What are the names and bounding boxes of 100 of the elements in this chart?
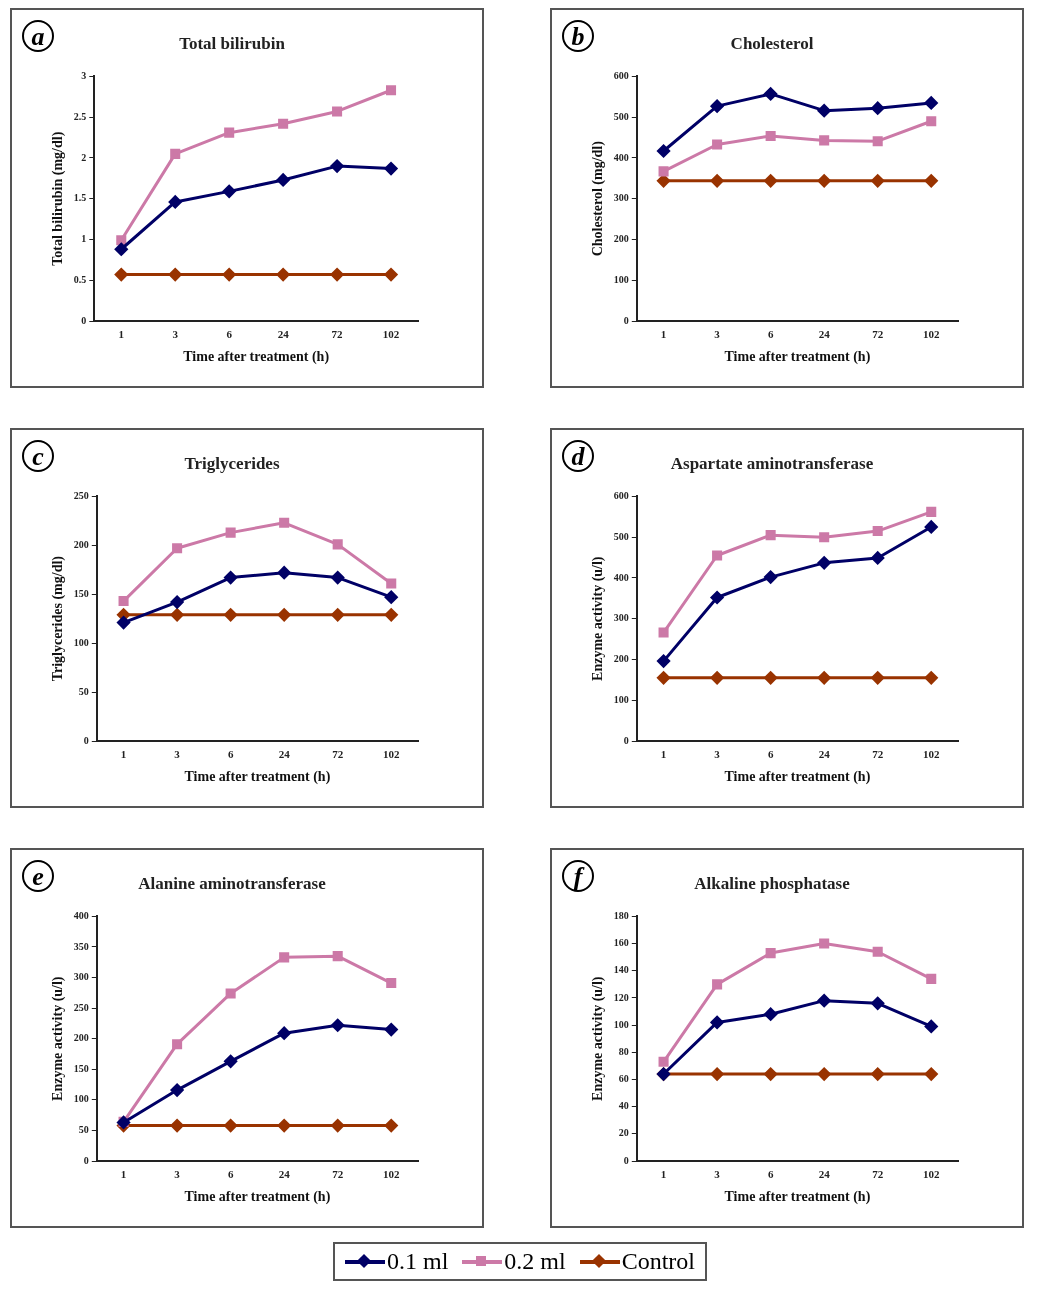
x-tick-label: 3 [172, 328, 179, 341]
x-tick-label: 24 [278, 748, 291, 761]
text: d [562, 440, 594, 472]
x-tick-label: 3 [714, 1168, 721, 1181]
x-tick-label: 1 [120, 748, 127, 761]
x-axis-title: Time after treatment (h) [724, 349, 871, 366]
y-axis-title: Cholesterol (mg/dl) [590, 140, 607, 257]
y-tick-label: 500 [613, 110, 629, 122]
y-tick-label: 200 [73, 538, 89, 550]
legend-label: 0.1 ml [386, 1248, 449, 1275]
y-tick-label: 600 [613, 69, 629, 81]
x-tick-label: 3 [174, 748, 181, 761]
y-tick-label: 300 [73, 971, 89, 983]
y-tick-label: 100 [73, 1093, 89, 1105]
x-tick-label: 72 [872, 1168, 884, 1181]
x-tick-label: 24 [818, 328, 831, 341]
y-axis-title: Enzyme activity (u/l) [50, 976, 67, 1101]
x-tick-label: 102 [382, 328, 400, 341]
x-axis-title: Time after treatment (h) [724, 769, 871, 786]
x-tick-label: 72 [332, 1168, 344, 1181]
y-tick-label: 3 [81, 69, 87, 81]
x-tick-label: 24 [277, 328, 290, 341]
y-tick-label: 40 [618, 1100, 629, 1112]
y-tick-label: 60 [618, 1073, 629, 1085]
y-tick-label: 50 [78, 1124, 89, 1135]
y-axis-title: Total bilirubin (mg/dl) [50, 131, 67, 266]
x-tick-label: 24 [818, 748, 831, 761]
y-tick-label: 0 [83, 1154, 89, 1166]
x-tick-label: 6 [767, 748, 774, 761]
y-axis-title: Enzyme activity (u/l) [590, 556, 607, 681]
text: b [562, 20, 594, 52]
y-tick-label: 50 [78, 685, 89, 697]
text: e [22, 860, 54, 892]
y-tick-label: 250 [73, 489, 89, 501]
y-tick-label: 400 [613, 151, 629, 163]
y-tick-label: 160 [613, 937, 629, 949]
y-tick-label: 0.5 [73, 273, 87, 285]
y-tick-label: 300 [613, 612, 629, 624]
chart-title: Alanine aminotransferase [138, 873, 327, 893]
y-axis-title: Triglycerides (mg/dl) [50, 555, 67, 682]
y-tick-label: 100 [613, 273, 629, 285]
x-tick-label: 1 [660, 1168, 667, 1181]
y-tick-label: 150 [73, 1062, 89, 1074]
legend-label: Control [621, 1248, 696, 1275]
y-axis-title: Enzyme activity (u/l) [590, 976, 607, 1101]
chart-title: Total bilirubin [179, 33, 286, 53]
y-tick-label: 0 [83, 734, 89, 746]
x-tick-label: 1 [660, 328, 667, 341]
y-tick-label: 20 [618, 1127, 629, 1139]
x-axis-title: Time after treatment (h) [184, 1189, 331, 1206]
y-tick-label: 1.5 [73, 192, 87, 204]
chart-title: Triglycerides [184, 453, 280, 473]
y-tick-label: 100 [613, 1018, 629, 1030]
y-tick-label: 400 [613, 571, 629, 583]
y-tick-label: 400 [73, 909, 89, 921]
chart-title: Alkaline phosphatase [694, 873, 851, 893]
y-tick-label: 500 [613, 530, 629, 542]
x-tick-label: 3 [174, 1168, 181, 1181]
y-tick-label: 2 [81, 151, 87, 163]
legend-label: 0.2 ml [504, 1248, 566, 1275]
y-tick-label: 300 [613, 192, 629, 204]
x-tick-label: 102 [922, 748, 940, 761]
x-tick-label: 102 [922, 1168, 940, 1181]
x-tick-label: 6 [226, 328, 233, 341]
x-tick-label: 3 [714, 328, 721, 341]
y-tick-label: 0 [623, 734, 629, 746]
x-tick-label: 6 [227, 748, 234, 761]
x-tick-label: 1 [660, 748, 667, 761]
y-tick-label: 350 [73, 940, 89, 952]
y-tick-label: 150 [73, 587, 89, 599]
y-tick-label: 180 [613, 909, 629, 921]
text: f [562, 860, 594, 892]
x-tick-label: 24 [818, 1168, 831, 1181]
text: a [22, 20, 54, 52]
chart-title: Aspartate aminotransferase [670, 453, 874, 473]
y-tick-label: 100 [613, 693, 629, 705]
y-tick-label: 140 [613, 964, 629, 976]
x-tick-label: 1 [120, 1168, 127, 1181]
y-tick-label: 120 [613, 991, 629, 1003]
text: c [22, 440, 54, 472]
x-tick-label: 1 [118, 328, 125, 341]
chart-title: Cholesterol [730, 33, 814, 53]
y-tick-label: 600 [613, 489, 629, 501]
x-tick-label: 72 [872, 328, 884, 341]
y-tick-label: 1 [81, 233, 87, 245]
y-tick-label: 0 [623, 314, 629, 326]
y-tick-label: 200 [613, 653, 629, 665]
x-axis-title: Time after treatment (h) [724, 1189, 871, 1206]
y-tick-label: 200 [73, 1032, 89, 1044]
x-tick-label: 24 [278, 1168, 291, 1181]
y-tick-label: 80 [618, 1045, 629, 1057]
x-axis-title: Time after treatment (h) [183, 349, 330, 366]
x-tick-label: 102 [382, 1168, 400, 1181]
x-tick-label: 6 [227, 1168, 234, 1181]
x-tick-label: 72 [331, 328, 344, 341]
y-tick-label: 100 [73, 636, 89, 648]
y-tick-label: 0 [623, 1154, 629, 1166]
y-tick-label: 250 [73, 1001, 89, 1013]
y-tick-label: 0 [81, 314, 87, 326]
y-tick-label: 200 [613, 233, 629, 245]
